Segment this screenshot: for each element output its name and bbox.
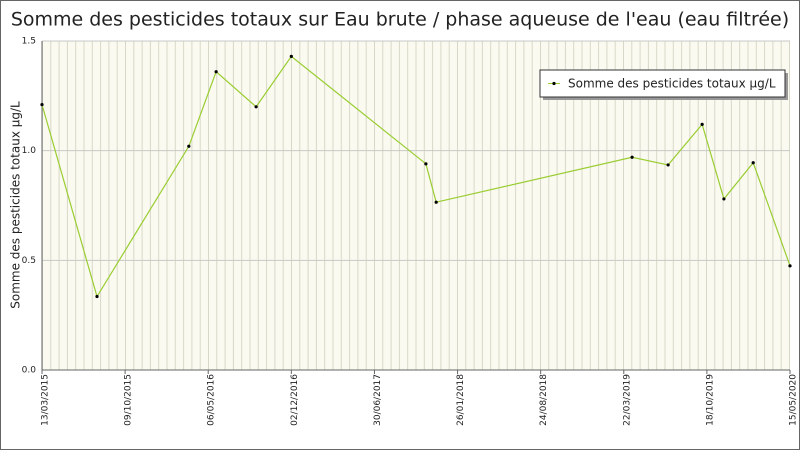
data-point <box>630 155 634 159</box>
data-point <box>214 70 218 74</box>
y-tick-label: 0.5 <box>22 256 36 266</box>
data-point <box>187 144 191 148</box>
data-point <box>254 105 258 109</box>
data-point <box>700 122 704 126</box>
data-point <box>40 103 44 107</box>
x-tick-label: 30/06/2017 <box>373 374 383 426</box>
x-tick-label: 18/10/2019 <box>705 374 715 426</box>
data-point <box>289 54 293 58</box>
x-tick-label: 15/05/2020 <box>789 374 799 426</box>
y-tick-label: 1.0 <box>22 146 37 156</box>
data-point <box>788 264 792 268</box>
y-tick-label: 0.0 <box>22 366 37 376</box>
chart-title: Somme des pesticides totaux sur Eau brut… <box>11 9 789 31</box>
x-tick-label: 24/08/2018 <box>539 374 549 426</box>
x-tick-label: 13/03/2015 <box>41 374 51 426</box>
data-point <box>722 197 726 201</box>
data-point <box>424 162 428 166</box>
data-point <box>751 161 755 165</box>
data-point <box>666 163 670 167</box>
x-tick-label: 09/10/2015 <box>124 374 134 426</box>
series-line <box>41 55 791 299</box>
y-axis-label: Somme des pesticides totaux µg/L <box>9 101 23 309</box>
x-tick-label: 06/05/2016 <box>207 374 217 426</box>
legend-marker <box>552 81 556 86</box>
data-point <box>95 294 99 299</box>
x-tick-label: 02/12/2016 <box>290 374 300 426</box>
x-tick-label: 26/01/2018 <box>456 374 466 426</box>
y-tick-label: 1.5 <box>22 37 36 47</box>
legend-box <box>539 69 786 98</box>
legend-label: Somme des pesticides totaux µg/L <box>568 77 776 91</box>
data-point <box>434 200 438 204</box>
x-tick-label: 22/03/2019 <box>622 374 632 426</box>
